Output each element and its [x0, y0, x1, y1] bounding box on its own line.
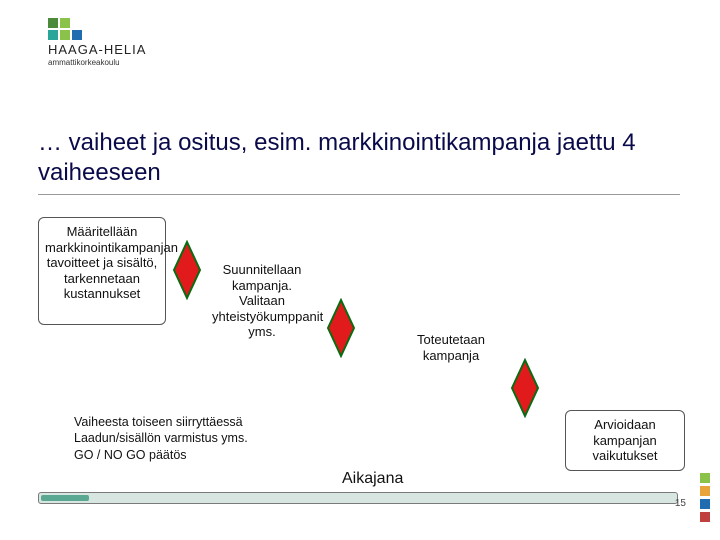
- logo-sq: [48, 30, 58, 40]
- side-stripe: [700, 512, 710, 522]
- milestone-diamond: [172, 240, 202, 300]
- logo-text: HAAGA-HELIA: [48, 42, 146, 57]
- side-stripe: [700, 486, 710, 496]
- timeline-bar-fill: [41, 495, 89, 501]
- logo-sq: [60, 30, 70, 40]
- logo-squares: [48, 30, 146, 40]
- note-line: GO / NO GO päätös: [74, 447, 248, 463]
- milestone-diamond: [510, 358, 540, 418]
- stage-box: Suunnitellaan kampanja. Valitaan yhteist…: [206, 256, 318, 348]
- logo-sq: [72, 30, 82, 40]
- stage-box: Määritellään markkinointikampanjan tavoi…: [38, 217, 166, 325]
- stage-box: Toteutetaan kampanja: [396, 326, 506, 369]
- slide-title: … vaiheet ja ositus, esim. markkinointik…: [38, 128, 680, 195]
- milestone-diamond: [326, 298, 356, 358]
- side-stripe: [700, 473, 710, 483]
- logo: HAAGA-HELIA ammattikorkeakoulu: [48, 18, 146, 67]
- logo-sq: [60, 18, 70, 28]
- logo-sq: [48, 18, 58, 28]
- stage-box: Arvioidaan kampanjan vaikutukset: [565, 410, 685, 471]
- note-line: Vaiheesta toiseen siirryttäessä: [74, 414, 248, 430]
- side-stripe: [700, 499, 710, 509]
- logo-sq: [72, 18, 82, 28]
- side-stripes: [700, 473, 710, 522]
- logo-squares: [48, 18, 146, 28]
- page-number: 15: [675, 498, 686, 509]
- timeline-bar: [38, 492, 678, 504]
- transition-note: Vaiheesta toiseen siirryttäessäLaadun/si…: [74, 414, 248, 463]
- timeline-label: Aikajana: [342, 470, 403, 488]
- logo-subtitle: ammattikorkeakoulu: [48, 58, 146, 67]
- note-line: Laadun/sisällön varmistus yms.: [74, 430, 248, 446]
